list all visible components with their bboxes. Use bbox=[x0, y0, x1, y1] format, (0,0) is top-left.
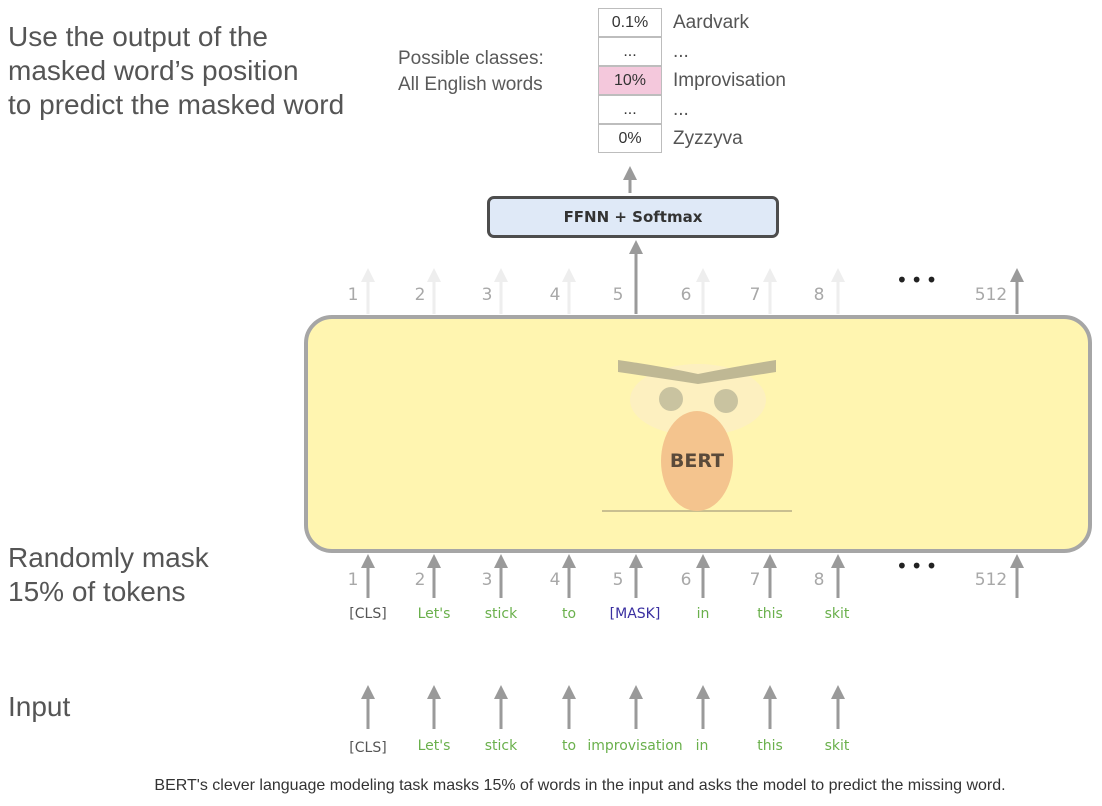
input-position-3: 3 bbox=[481, 570, 493, 590]
raw-input-arrow-5 bbox=[629, 685, 643, 729]
output-arrow-1 bbox=[361, 268, 375, 314]
possible-classes-label: Possible classes: All English words bbox=[398, 46, 544, 98]
input-token-original-word: improvisation bbox=[587, 738, 683, 754]
input-label: Input bbox=[8, 691, 71, 722]
class-prob-cell-highlighted: 10% bbox=[598, 66, 662, 95]
raw-input-arrow-2 bbox=[427, 685, 441, 729]
output-instruction-label: Use the output of the masked word’s posi… bbox=[8, 21, 345, 120]
bert-left-eye bbox=[659, 387, 683, 411]
output-position-512: 512 bbox=[974, 285, 1008, 305]
class-word: Improvisation bbox=[673, 70, 786, 91]
bert-face-eye-patch bbox=[630, 364, 766, 436]
bert-eyebrow bbox=[618, 360, 776, 384]
possible-classes-line2: All English words bbox=[398, 74, 543, 95]
raw-input-arrow-7 bbox=[763, 685, 777, 729]
output-arrow-4 bbox=[562, 268, 576, 314]
masked-token: Let's bbox=[417, 606, 451, 622]
input-token: to bbox=[561, 738, 577, 754]
output-arrow-8 bbox=[831, 268, 845, 314]
class-prob-cell: 0% bbox=[598, 124, 662, 153]
bert-input-arrow-6 bbox=[696, 554, 710, 598]
input-ellipsis: ••• bbox=[896, 554, 941, 578]
input-arrows-to-bert bbox=[361, 554, 1024, 598]
class-word: ... bbox=[673, 41, 689, 62]
raw-input-arrow-8 bbox=[831, 685, 845, 729]
input-position-8: 8 bbox=[813, 570, 825, 590]
bert-input-arrow-3 bbox=[494, 554, 508, 598]
input-token: skit bbox=[824, 738, 850, 754]
bert-nose bbox=[661, 411, 733, 511]
bert-input-arrow-7 bbox=[763, 554, 777, 598]
ffnn-softmax-box: FFNN + Softmax bbox=[487, 196, 779, 238]
class-word: Zyzzyva bbox=[673, 128, 743, 149]
masked-token: in bbox=[696, 606, 710, 622]
arrow-ffnn-to-classes bbox=[623, 166, 637, 193]
output-arrow-6 bbox=[696, 268, 710, 314]
masked-token: stick bbox=[484, 606, 518, 622]
output-position-3: 3 bbox=[481, 285, 493, 305]
bert-right-eye bbox=[714, 389, 738, 413]
output-position-8: 8 bbox=[813, 285, 825, 305]
bert-input-arrow-512 bbox=[1010, 554, 1024, 598]
input-token: in bbox=[695, 738, 709, 754]
class-word: Aardvark bbox=[673, 12, 750, 33]
output-position-4: 4 bbox=[549, 285, 561, 305]
masked-token: this bbox=[757, 606, 783, 622]
output-position-2: 2 bbox=[414, 285, 426, 305]
output-arrows bbox=[361, 240, 1024, 314]
bert-input-arrow-5 bbox=[629, 554, 643, 598]
masked-token: to bbox=[561, 606, 577, 622]
class-prob-cell: ... bbox=[598, 37, 662, 66]
class-word: ... bbox=[673, 99, 689, 120]
output-arrow-7 bbox=[763, 268, 777, 314]
input-position-1: 1 bbox=[347, 570, 359, 590]
output-ellipsis: ••• bbox=[896, 268, 941, 292]
output-position-6: 6 bbox=[680, 285, 692, 305]
raw-input-arrow-1 bbox=[361, 685, 375, 729]
output-position-7: 7 bbox=[749, 285, 761, 305]
masked-token-cls: [CLS] bbox=[349, 606, 387, 622]
input-token: stick bbox=[484, 738, 518, 754]
raw-input-arrows bbox=[361, 685, 845, 729]
input-position-4: 4 bbox=[549, 570, 561, 590]
bert-face-illustration bbox=[602, 360, 792, 512]
input-position-5: 5 bbox=[612, 570, 624, 590]
output-arrow-5 bbox=[629, 240, 643, 314]
output-arrow-2 bbox=[427, 268, 441, 314]
bert-input-arrow-1 bbox=[361, 554, 375, 598]
raw-input-arrow-6 bbox=[696, 685, 710, 729]
bert-input-arrow-8 bbox=[831, 554, 845, 598]
bert-input-arrow-2 bbox=[427, 554, 441, 598]
output-position-1: 1 bbox=[347, 285, 359, 305]
figure-caption: BERT's clever language modeling task mas… bbox=[154, 777, 1006, 794]
output-arrow-512 bbox=[1010, 268, 1024, 314]
input-token-cls: [CLS] bbox=[349, 740, 387, 756]
input-token: Let's bbox=[417, 738, 451, 754]
raw-input-arrow-4 bbox=[562, 685, 576, 729]
input-position-7: 7 bbox=[749, 570, 761, 590]
class-prob-cell: 0.1% bbox=[598, 8, 662, 37]
bert-input-arrow-4 bbox=[562, 554, 576, 598]
input-token: this bbox=[757, 738, 783, 754]
mask-token: [MASK] bbox=[609, 606, 661, 622]
input-position-2: 2 bbox=[414, 570, 426, 590]
raw-input-arrow-3 bbox=[494, 685, 508, 729]
possible-classes-line1: Possible classes: bbox=[398, 48, 544, 69]
masked-token: skit bbox=[824, 606, 850, 622]
mask-instruction-label: Randomly mask 15% of tokens bbox=[8, 542, 209, 607]
class-prob-cell: ... bbox=[598, 95, 662, 124]
input-position-512: 512 bbox=[974, 570, 1008, 590]
output-position-5: 5 bbox=[612, 285, 624, 305]
output-arrow-3 bbox=[494, 268, 508, 314]
input-position-6: 6 bbox=[680, 570, 692, 590]
bert-label: BERT bbox=[669, 450, 725, 472]
